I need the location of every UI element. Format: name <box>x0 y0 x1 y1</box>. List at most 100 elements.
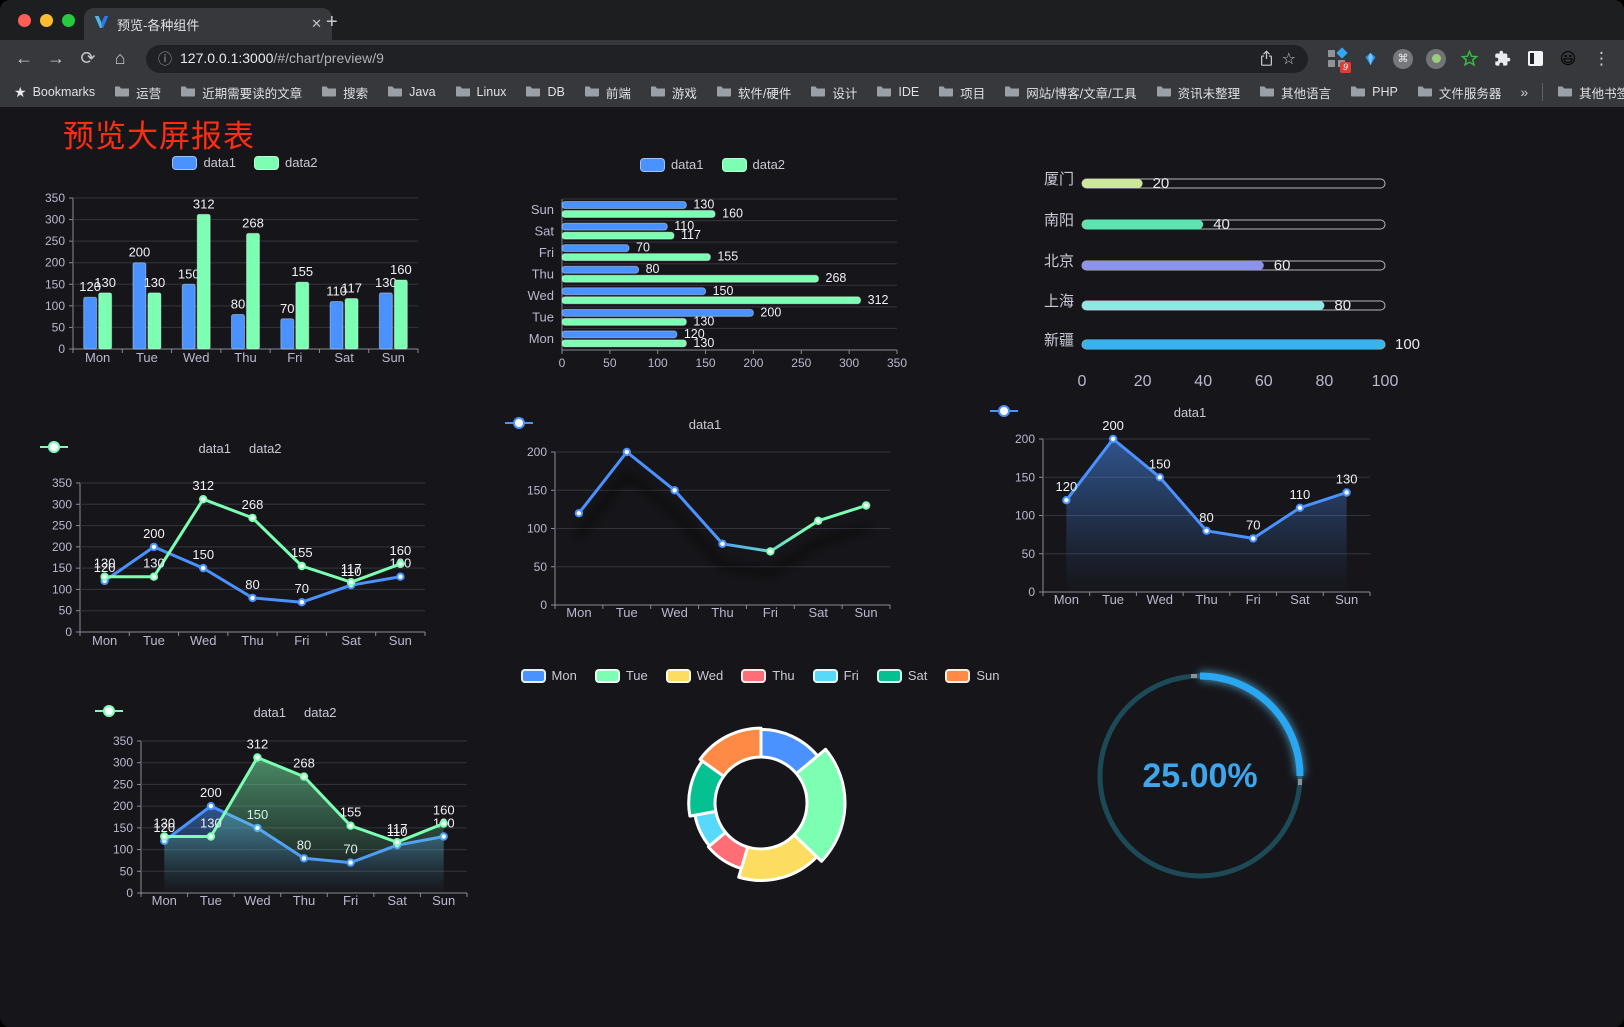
legend-item-Sun[interactable]: Sun <box>945 668 999 683</box>
bookmark-folder-item[interactable]: PHP <box>1350 84 1398 100</box>
svg-text:250: 250 <box>45 234 65 248</box>
legend-item-Mon[interactable]: Mon <box>520 668 577 683</box>
reload-button[interactable]: ⟳ <box>80 48 96 68</box>
svg-text:160: 160 <box>390 543 412 558</box>
back-button[interactable]: ← <box>15 48 33 68</box>
svg-text:350: 350 <box>52 476 72 490</box>
bookmark-star-icon[interactable]: ☆ <box>1281 50 1296 68</box>
svg-text:70: 70 <box>295 581 309 596</box>
bookmark-folder-item[interactable]: 游戏 <box>650 83 697 102</box>
legend-item-data2[interactable]: data2 <box>95 705 337 720</box>
forward-button[interactable]: → <box>47 48 65 68</box>
page-title: 预览大屏报表 <box>63 119 255 154</box>
browser-menu-button[interactable]: ⋮ <box>1593 48 1610 68</box>
legend-item-Tue[interactable]: Tue <box>594 668 648 683</box>
svg-text:0: 0 <box>1028 585 1035 599</box>
svg-text:110: 110 <box>674 219 694 233</box>
bookmark-folder-item[interactable]: 软件/硬件 <box>716 83 791 102</box>
bookmark-folder-item[interactable]: 前端 <box>584 83 631 102</box>
bookmark-folder-item[interactable]: 运营 <box>114 83 161 102</box>
emoji-extension-icon[interactable]: 😃 <box>1559 50 1577 68</box>
svg-text:160: 160 <box>390 262 412 277</box>
svg-text:70: 70 <box>280 301 294 316</box>
svg-text:Wed: Wed <box>183 350 210 365</box>
svg-text:40: 40 <box>1194 373 1212 390</box>
bookmark-folder-item[interactable]: 资讯未整理 <box>1156 83 1240 102</box>
bookmark-label: 搜索 <box>343 86 369 101</box>
svg-text:Wed: Wed <box>661 605 688 620</box>
legend-item-Sat[interactable]: Sat <box>876 668 927 683</box>
svg-text:Wed: Wed <box>528 288 555 303</box>
legend-item-data2[interactable]: data2 <box>721 157 785 172</box>
star-icon: ★ <box>14 83 27 100</box>
bookmark-label: PHP <box>1372 85 1398 99</box>
line-gradient-canvas: 0 50 100 150 200 Mon Tue Wed Thu Fri Sat Sun <box>527 445 891 620</box>
bookmark-folder-item[interactable]: IDE <box>876 84 919 100</box>
svg-text:60: 60 <box>1274 257 1291 274</box>
svg-text:130: 130 <box>94 556 116 571</box>
svg-text:Mon: Mon <box>529 331 554 346</box>
svg-text:Mon: Mon <box>85 350 110 365</box>
url-bar[interactable]: ⓘ 127.0.0.1:3000/#/chart/preview/9 ☆ <box>146 44 1308 73</box>
star-extension-icon[interactable] <box>1458 48 1480 70</box>
site-info-icon[interactable]: ⓘ <box>158 50 172 67</box>
other-bookmarks-folder[interactable]: 其他书签 <box>1557 83 1624 102</box>
home-button[interactable]: ⌂ <box>114 48 126 68</box>
svg-text:Sat: Sat <box>1290 592 1310 607</box>
legend-item-data1[interactable]: data1 <box>172 155 236 170</box>
minimize-window-button[interactable] <box>40 14 53 27</box>
folder-icon <box>387 84 403 100</box>
bookmark-folder-item[interactable]: 其他语言 <box>1259 83 1331 102</box>
folder-icon <box>584 84 600 100</box>
bookmark-folder-item[interactable]: 文件服务器 <box>1417 83 1501 102</box>
bookmark-folder-item[interactable]: 近期需要读的文章 <box>180 83 302 102</box>
svg-text:120: 120 <box>153 820 175 835</box>
svg-text:130: 130 <box>693 314 714 328</box>
svg-text:200: 200 <box>760 305 781 319</box>
bookmarks-overflow-button[interactable]: » <box>1520 84 1529 100</box>
close-window-button[interactable] <box>18 14 31 27</box>
legend-item-Thu[interactable]: Thu <box>741 668 795 683</box>
svg-text:160: 160 <box>433 803 455 818</box>
bookmark-folder-item[interactable]: Java <box>387 84 436 100</box>
legend-item-Wed[interactable]: Wed <box>665 668 723 683</box>
new-tab-button[interactable]: + <box>326 11 338 33</box>
browser-tab[interactable]: 预览-各种组件 ✕ <box>84 8 332 40</box>
svg-text:Thu: Thu <box>234 350 256 365</box>
svg-text:200: 200 <box>1015 432 1035 446</box>
svg-text:312: 312 <box>868 293 889 307</box>
maximize-window-button[interactable] <box>62 14 75 27</box>
bookmark-folder-item[interactable]: 网站/博客/文章/工具 <box>1004 83 1137 102</box>
legend-item-data1[interactable]: data1 <box>639 157 704 172</box>
bookmark-folder-item[interactable]: 设计 <box>810 83 857 102</box>
svg-text:Tue: Tue <box>616 605 638 620</box>
puzzle-extensions-icon[interactable] <box>1491 48 1513 70</box>
legend-label: data2 <box>285 155 318 170</box>
bookmark-folder-item[interactable]: 项目 <box>938 83 985 102</box>
bookmarks-manager-item[interactable]: ★ Bookmarks <box>14 84 95 101</box>
bookmark-folder-item[interactable]: DB <box>525 84 565 100</box>
command-extension-icon[interactable]: ⌘ <box>1392 48 1414 70</box>
gem-extension-icon[interactable] <box>1359 48 1381 70</box>
bookmark-folder-item[interactable]: Linux <box>455 84 506 100</box>
proxy-extension-icon[interactable]: 9 <box>1326 46 1351 73</box>
svg-text:新疆: 新疆 <box>1044 332 1074 349</box>
svg-text:200: 200 <box>113 799 133 813</box>
legend-item-Fri[interactable]: Fri <box>812 668 859 683</box>
sidebar-toggle-icon[interactable] <box>1524 48 1546 70</box>
svg-text:130: 130 <box>693 336 714 350</box>
toolbar: ← → ⟳ ⌂ ⓘ 127.0.0.1:3000/#/chart/preview… <box>0 40 1624 77</box>
chart-legend: data1 data2 <box>95 705 495 720</box>
svg-text:155: 155 <box>717 250 738 264</box>
tab-close-icon[interactable]: ✕ <box>311 16 322 31</box>
legend-item-data2[interactable]: data2 <box>254 155 318 170</box>
legend-item-data1[interactable]: data1 <box>505 417 721 432</box>
dot-extension-icon[interactable] <box>1425 48 1447 70</box>
legend-item-data1[interactable]: data1 <box>990 405 1206 420</box>
svg-text:155: 155 <box>291 545 313 560</box>
share-icon[interactable] <box>1259 50 1274 67</box>
bookmark-folder-item[interactable]: 搜索 <box>321 83 368 102</box>
svg-text:250: 250 <box>791 356 811 370</box>
bookmark-label: IDE <box>898 85 920 99</box>
legend-item-data2[interactable]: data2 <box>40 441 282 456</box>
